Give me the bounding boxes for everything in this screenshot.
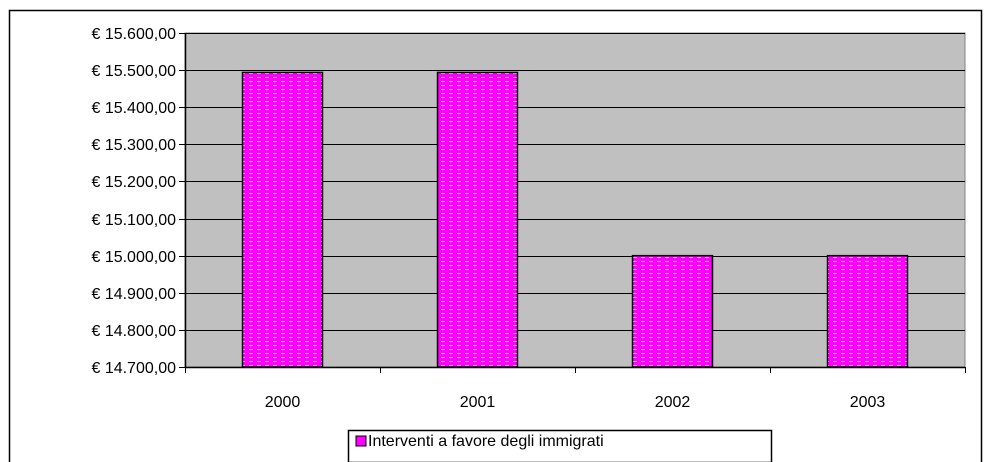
- x-tick-label: 2001: [460, 394, 496, 411]
- bar-2003: [826, 254, 909, 368]
- bar-2000: [241, 71, 324, 368]
- y-tick-label: € 15.000,00: [91, 249, 176, 266]
- bar-2002: [631, 254, 714, 368]
- legend-box: [347, 429, 773, 462]
- bars-group: [241, 71, 909, 368]
- y-axis: € 14.700,00 € 14.800,00 € 14.900,00 € 15.00…: [91, 26, 187, 377]
- y-tick-label: € 15.400,00: [91, 100, 176, 117]
- x-tick-label: 2002: [655, 394, 691, 411]
- y-tick-label: € 15.200,00: [91, 174, 176, 191]
- y-tick-label: € 14.800,00: [91, 323, 176, 340]
- y-tick-label: € 15.300,00: [91, 137, 176, 154]
- y-tick-label: € 14.700,00: [91, 360, 176, 377]
- y-tick-label: € 14.900,00: [91, 286, 176, 303]
- y-tick-label: € 15.600,00: [91, 26, 176, 43]
- x-tick-label: 2000: [265, 394, 301, 411]
- bar-2001: [436, 71, 519, 368]
- x-tick-label: 2003: [850, 394, 886, 411]
- y-tick-label: € 15.100,00: [91, 212, 176, 229]
- y-tick-label: € 15.500,00: [91, 63, 176, 80]
- legend-swatch: [355, 435, 367, 447]
- x-axis: 2000 2001 2002 2003: [185, 366, 966, 411]
- legend: Interventi a favore degli immigrati: [347, 429, 773, 462]
- legend-label: Interventi a favore degli immigrati: [368, 433, 604, 450]
